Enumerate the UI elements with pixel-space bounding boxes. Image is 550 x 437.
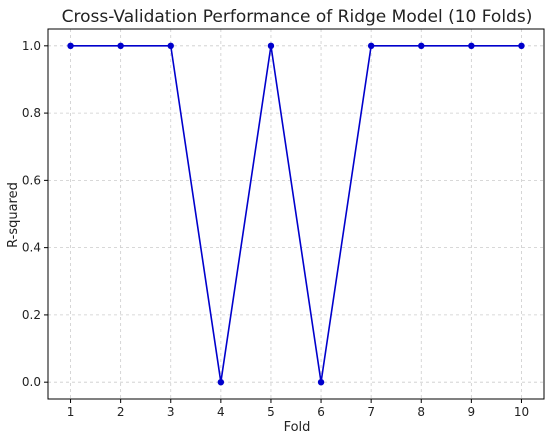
plot-frame xyxy=(47,28,545,400)
x-tick-label: 10 xyxy=(514,405,529,419)
x-tick-label: 2 xyxy=(117,405,125,419)
data-point xyxy=(518,42,525,50)
x-axis: 1 2 3 4 5 6 7 8 9 10 xyxy=(67,399,529,419)
y-tick-label: 0.6 xyxy=(22,173,41,187)
y-tick-label: 1.0 xyxy=(22,39,41,53)
x-tick-label: 5 xyxy=(267,405,275,419)
series-layer xyxy=(67,42,525,386)
data-point xyxy=(167,42,174,50)
data-point xyxy=(317,378,325,386)
data-point xyxy=(468,42,475,50)
data-point xyxy=(117,42,124,50)
series-line xyxy=(70,45,522,383)
y-axis-label: R-squared xyxy=(6,182,21,248)
chart-title: Cross-Validation Performance of Ridge Mo… xyxy=(62,7,533,27)
x-tick-label: 3 xyxy=(167,405,175,419)
y-axis: 0.0 0.2 0.4 0.6 0.8 1.0 xyxy=(22,39,48,389)
grid xyxy=(48,29,544,399)
data-point xyxy=(67,42,74,50)
x-tick-label: 6 xyxy=(317,405,325,419)
x-tick-label: 4 xyxy=(217,405,225,419)
x-axis-label: Fold xyxy=(284,420,311,435)
y-tick-label: 0.2 xyxy=(22,308,41,322)
y-tick-label: 0.0 xyxy=(22,375,41,389)
x-tick-label: 7 xyxy=(367,405,375,419)
data-point xyxy=(217,378,225,386)
x-tick-label: 1 xyxy=(67,405,75,419)
data-point xyxy=(367,42,375,50)
x-tick-label: 8 xyxy=(417,405,425,419)
y-tick-label: 0.4 xyxy=(22,241,41,255)
data-point xyxy=(267,42,275,50)
data-point xyxy=(418,42,425,50)
x-tick-label: 9 xyxy=(468,405,476,419)
y-tick-label: 0.8 xyxy=(22,106,41,120)
